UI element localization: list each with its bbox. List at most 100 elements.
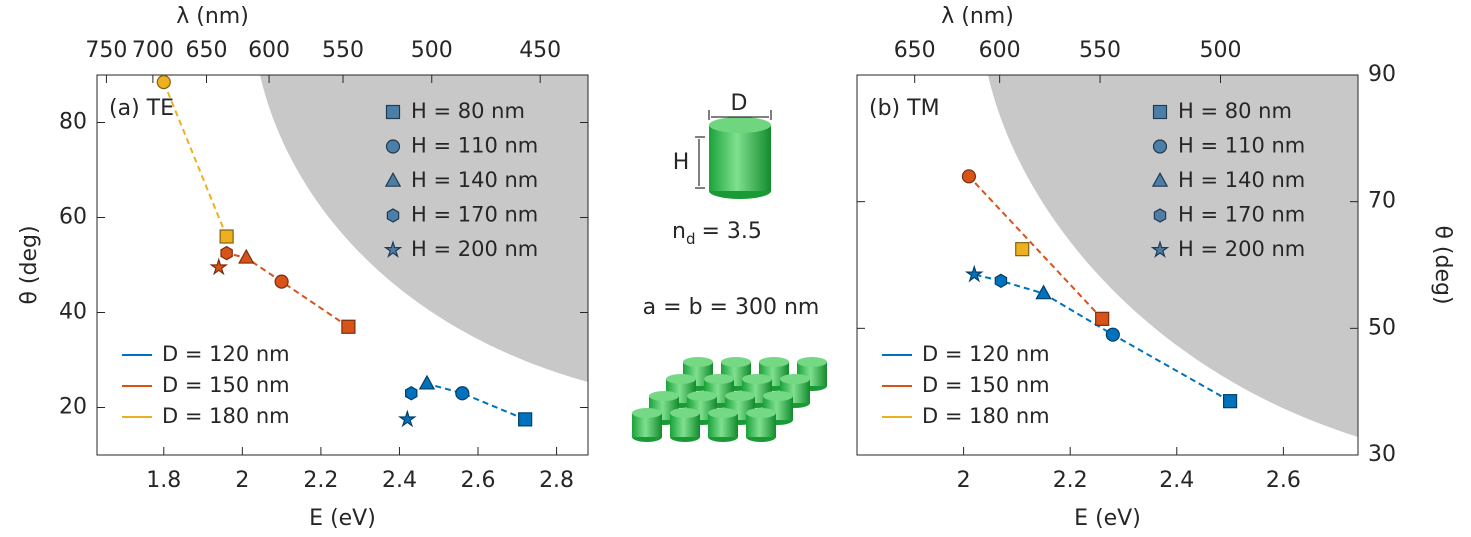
y-tick-label: 80 [59,110,87,135]
legend-label: H = 200 nm [1178,237,1305,261]
x2-tick-label: 600 [979,38,1021,63]
y-tick-label: 40 [59,300,87,325]
legend-marker [387,209,398,222]
x2-axis-label: λ (nm) [941,4,1014,29]
y-axis-label: θ (deg) [1430,225,1455,304]
x-axis-label: E (eV) [1074,506,1141,531]
legend-label: H = 80 nm [1178,99,1292,123]
data-point [342,320,355,333]
legend-label: D = 150 nm [922,373,1050,397]
legend-label: H = 170 nm [1178,203,1305,227]
x-axis-label: E (eV) [309,506,376,531]
data-point [1016,243,1029,256]
y-tick-label: 60 [59,205,87,230]
x-tick-label: 1.8 [146,468,181,493]
data-point [400,412,415,426]
x2-tick-label: 550 [322,38,364,63]
x2-axis-label: λ (nm) [176,4,249,29]
lattice-cylinder-top [763,391,793,401]
data-point [967,267,982,281]
data-point [157,76,170,89]
x-tick-label: 2.2 [303,468,338,493]
fit-line [164,82,227,236]
data-point [220,230,233,243]
x-tick-label: 2 [235,468,249,493]
data-point [420,376,434,389]
data-point [1096,312,1109,325]
data-point [1106,328,1119,341]
x-tick-label: 2.4 [1159,468,1194,493]
y-tick-label: 90 [1368,62,1396,87]
cylinder-diagram [695,110,771,199]
x2-tick-label: 450 [519,38,561,63]
y-tick-label: 70 [1368,189,1396,214]
legend-marker [387,140,400,153]
lattice-cylinder-top [683,357,713,367]
index-value: = 3.5 [701,219,761,244]
index-symbol: n [672,219,686,244]
lattice-cylinder-top [797,357,827,367]
x-tick-label: 2.6 [461,468,496,493]
lattice-cylinder-top [746,408,776,418]
legend-label: D = 120 nm [162,342,290,366]
lattice-label: a = b = 300 nm [643,295,820,320]
x2-tick-label: 550 [1079,38,1121,63]
fit-line [227,253,349,327]
x-tick-label: 2.4 [382,468,417,493]
data-point [1224,395,1237,408]
lattice-cylinder-top [632,408,662,418]
x2-tick-label: 700 [132,38,174,63]
x2-tick-label: 600 [248,38,290,63]
x-tick-label: 2.2 [1053,468,1088,493]
legend-label: D = 180 nm [162,404,290,428]
legend-label: D = 180 nm [922,404,1050,428]
y-tick-label: 50 [1368,315,1396,340]
lattice-diagram [632,357,827,442]
lattice-cylinder-top [721,357,751,367]
y-axis-label: θ (deg) [17,225,42,304]
data-point [275,275,288,288]
lattice-cylinder-top [687,391,717,401]
lattice-cylinder-top [666,374,696,384]
lattice-cylinder-top [649,391,679,401]
data-point [995,274,1006,287]
legend-label: D = 120 nm [922,342,1050,366]
data-point [456,387,469,400]
diameter-label: D [731,91,748,116]
x2-tick-label: 650 [186,38,228,63]
x2-tick-label: 650 [894,38,936,63]
x2-tick-label: 500 [411,38,453,63]
panel-label: (a) TE [109,96,174,121]
legend-label: D = 150 nm [162,373,290,397]
data-point [221,247,232,260]
legend-label: H = 80 nm [411,99,525,123]
lattice-cylinder-top [742,374,772,384]
lattice-cylinder-top [725,391,755,401]
lattice-cylinder-top [759,357,789,367]
legend-marker [387,106,400,119]
x-tick-label: 2 [957,468,971,493]
data-point [239,250,253,263]
lattice-cylinder-top [704,374,734,384]
x2-tick-label: 500 [1200,38,1242,63]
data-point [406,387,417,400]
index-subscript: d [686,230,696,248]
legend-label: H = 170 nm [411,203,538,227]
y-tick-label: 30 [1368,442,1396,467]
lattice-cylinder-top [670,408,700,418]
height-label: H [673,150,690,175]
legend-label: H = 140 nm [1178,168,1305,192]
lattice-cylinder-top [780,374,810,384]
data-point [519,413,532,426]
y-tick-label: 20 [59,395,87,420]
legend-label: H = 200 nm [411,237,538,261]
x-tick-label: 2.8 [539,468,574,493]
panel-label: (b) TM [869,96,940,121]
legend-marker [1154,209,1165,222]
x-tick-label: 2.6 [1266,468,1301,493]
figure: D H nd = 3.5 a = b = 300 nm 1.8 2 2.2 2.4 2.6… [0,0,1471,537]
legend-label: H = 110 nm [411,134,538,158]
index-label: nd = 3.5 [672,219,762,248]
data-point [962,170,975,183]
legend-marker [1154,140,1167,153]
